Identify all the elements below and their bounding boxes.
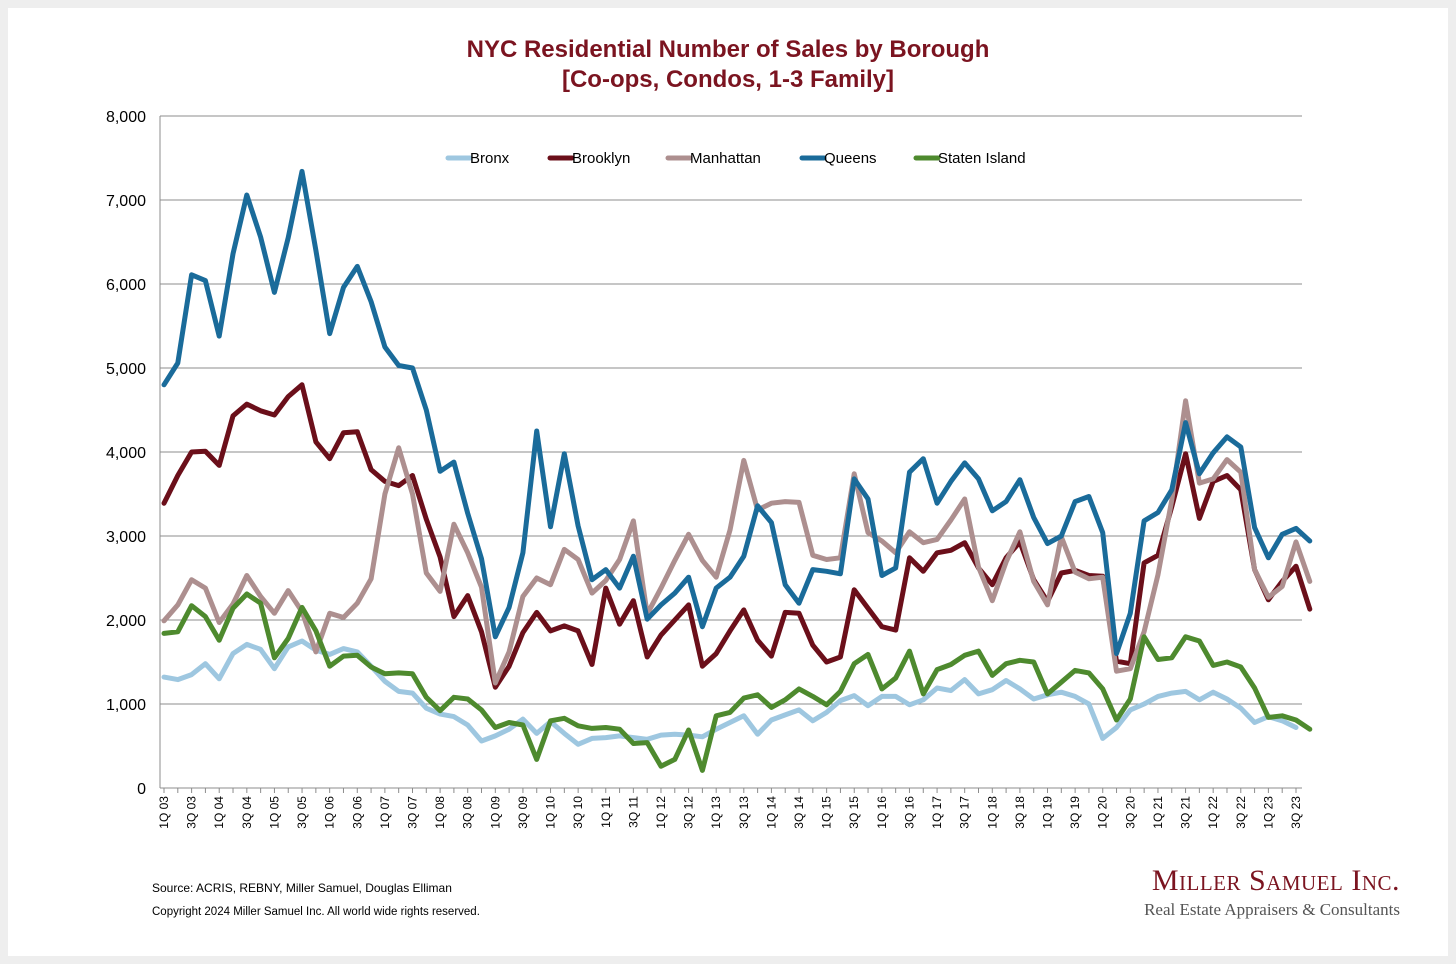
x-tick-label: 3Q 03 (185, 796, 199, 829)
x-tick-label: 3Q 04 (240, 796, 254, 829)
x-tick-label: 3Q 08 (461, 796, 475, 829)
x-tick-label: 3Q 17 (958, 796, 972, 829)
series-line-manhattan (161, 398, 1313, 686)
line-chart: 0 1,000 2,000 3,000 4,000 5,000 6,000 7,000 8,00… (106, 109, 1313, 829)
y-tick-label: 0 (137, 781, 146, 798)
legend-label-queens: Queens (824, 150, 877, 167)
chart-title: NYC Residential Number of Sales by Borou… (466, 36, 990, 63)
x-tick-label: 1Q 16 (875, 796, 889, 829)
x-tick-label: 1Q 07 (378, 796, 392, 829)
x-tick-label: 1Q 11 (599, 796, 613, 828)
x-tick-label: 1Q 17 (930, 796, 944, 829)
x-tick-label: 3Q 12 (682, 796, 696, 829)
x-tick-label: 3Q 15 (847, 796, 861, 829)
x-tick-label: 3Q 23 (1289, 796, 1303, 829)
x-tick-label: 3Q 18 (1013, 796, 1027, 829)
y-tick-label: 4,000 (106, 445, 146, 462)
x-tick-label: 1Q 08 (433, 796, 447, 829)
source-note: Source: ACRIS, REBNY, Miller Samuel, Dou… (152, 881, 452, 895)
x-tick-label: 3Q 22 (1234, 796, 1248, 829)
series-line-staten-island (161, 591, 1313, 773)
legend-label-manhattan: Manhattan (690, 150, 761, 167)
x-tick-label: 1Q 13 (709, 796, 723, 829)
y-tick-label: 8,000 (106, 109, 146, 126)
x-tick-label: 3Q 07 (405, 796, 419, 829)
x-tick-label: 3Q 09 (516, 796, 530, 829)
x-tick-label: 1Q 10 (544, 796, 558, 829)
x-tick-label: 3Q 16 (902, 796, 916, 829)
series-line-brooklyn (161, 382, 1313, 690)
x-tick-label: 3Q 21 (1179, 796, 1193, 829)
y-tick-label: 3,000 (106, 529, 146, 546)
x-tick-label: 1Q 05 (267, 796, 281, 829)
x-tick-label: 1Q 12 (654, 796, 668, 829)
series-line-bronx (161, 638, 1299, 747)
x-tick-label: 3Q 19 (1068, 796, 1082, 829)
x-tick-label: 3Q 13 (737, 796, 751, 829)
x-tick-label: 1Q 15 (820, 796, 834, 829)
company-logo: Miller Samuel Inc. Real Estate Appraiser… (1144, 864, 1400, 920)
x-tick-label: 3Q 05 (295, 796, 309, 829)
y-tick-label: 6,000 (106, 277, 146, 294)
x-tick-label: 3Q 20 (1123, 796, 1137, 829)
x-tick-label: 3Q 06 (350, 796, 364, 829)
y-tick-label: 5,000 (106, 361, 146, 378)
x-tick-label: 1Q 04 (212, 796, 226, 829)
series-line-queens (161, 168, 1313, 657)
logo-tagline: Real Estate Appraisers & Consultants (1144, 900, 1400, 919)
x-tick-label: 1Q 09 (488, 796, 502, 829)
x-tick-label: 1Q 19 (1041, 796, 1055, 829)
x-tick-label: 1Q 06 (323, 796, 337, 829)
chart-frame: NYC Residential Number of Sales by Borou… (8, 8, 1448, 956)
logo-name: Miller Samuel Inc. (1151, 864, 1400, 897)
x-tick-label: 3Q 11 (626, 796, 640, 828)
x-tick-label: 1Q 20 (1096, 796, 1110, 829)
x-tick-label: 1Q 23 (1261, 796, 1275, 829)
y-tick-label: 1,000 (106, 697, 146, 714)
chart-subtitle: [Co-ops, Condos, 1-3 Family] (561, 66, 894, 93)
legend-label-brooklyn: Brooklyn (572, 150, 630, 167)
x-tick-label: 1Q 18 (985, 796, 999, 829)
legend-label-bronx: Bronx (470, 150, 510, 167)
x-tick-label: 1Q 14 (764, 796, 778, 829)
copyright-note: Copyright 2024 Miller Samuel Inc. All wo… (152, 906, 480, 918)
legend-label-staten-island: Staten Island (938, 150, 1026, 167)
y-tick-label: 2,000 (106, 613, 146, 630)
x-tick-label: 1Q 21 (1151, 796, 1165, 829)
x-tick-label: 1Q 03 (157, 796, 171, 829)
y-tick-label: 7,000 (106, 193, 146, 210)
x-tick-label: 1Q 22 (1206, 796, 1220, 829)
x-tick-label: 3Q 14 (792, 796, 806, 829)
x-tick-label: 3Q 10 (571, 796, 585, 829)
